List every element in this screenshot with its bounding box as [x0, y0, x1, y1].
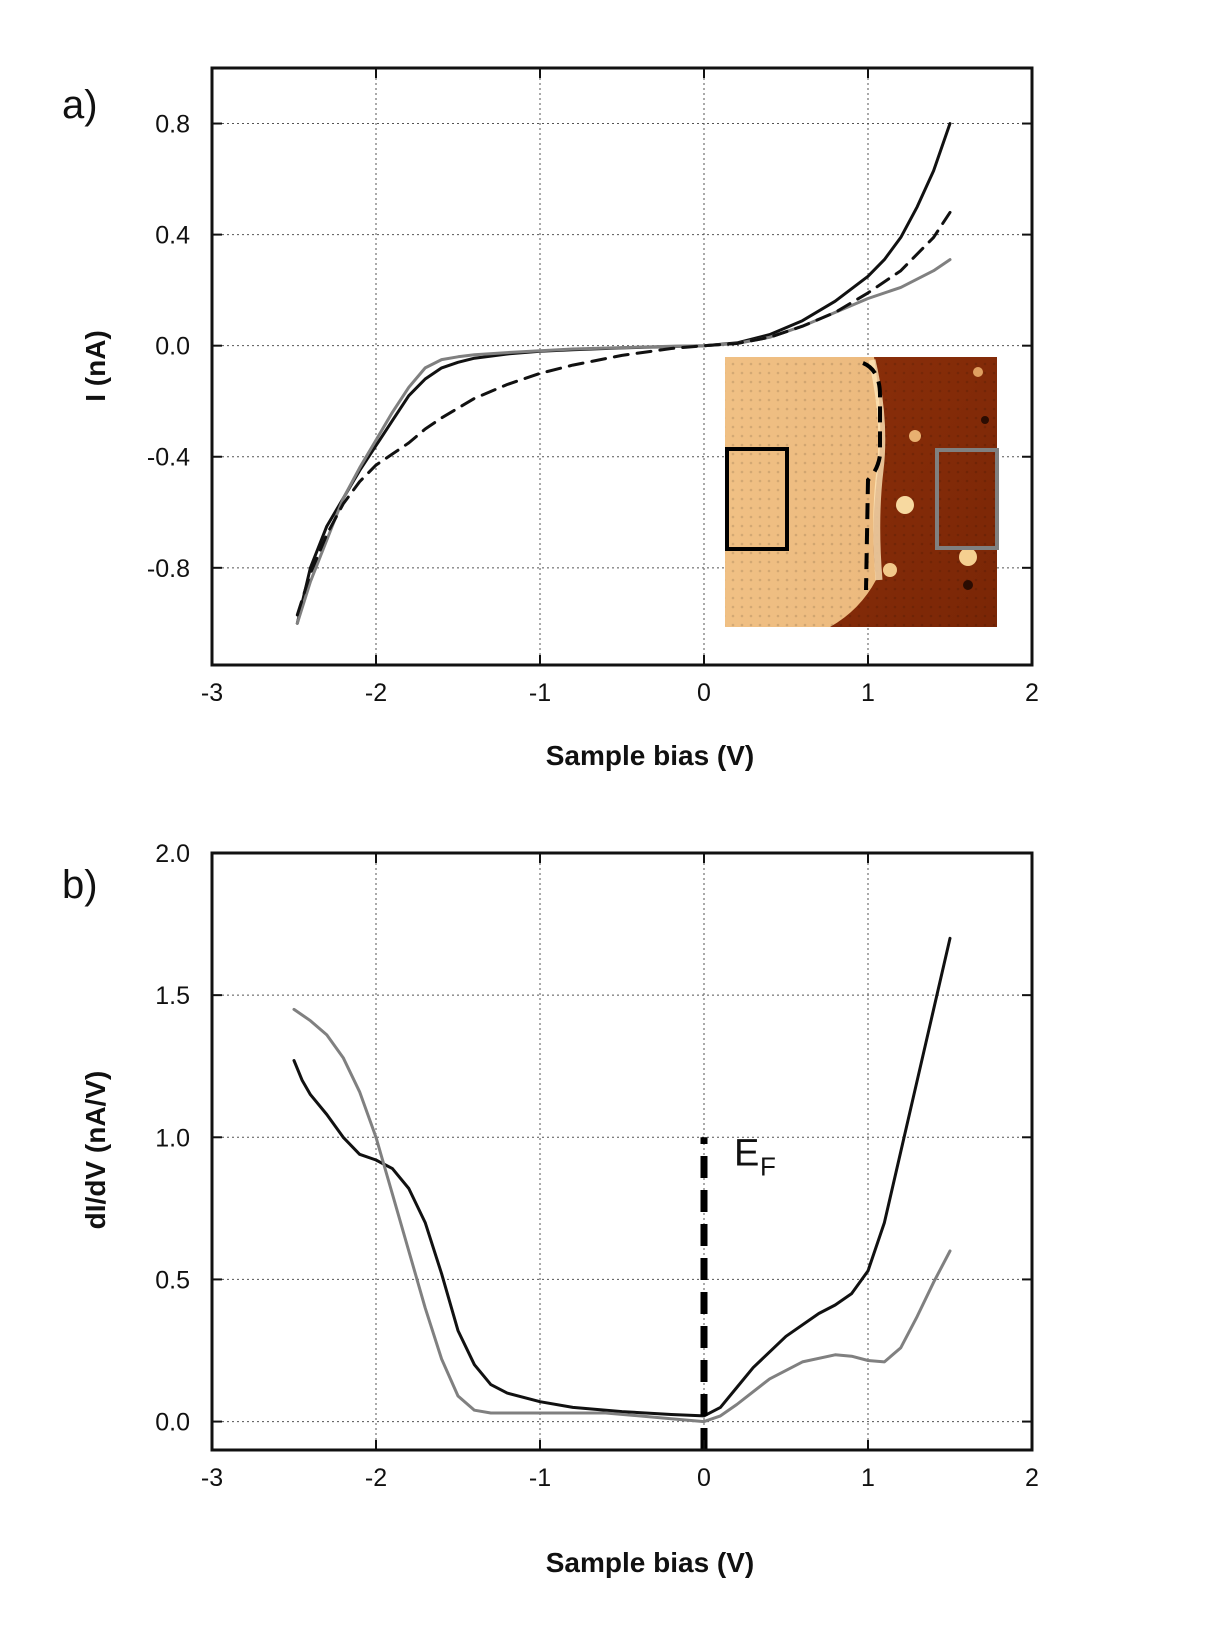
- series-line-b-1: [292, 936, 952, 1418]
- inset-atomic-texture: [725, 357, 997, 627]
- panel-a-letter: a): [62, 83, 98, 127]
- x-axis-title-b: Sample bias (V): [546, 1547, 755, 1578]
- y-tick-label: 0.8: [155, 111, 190, 139]
- x-tick-label: -3: [201, 679, 223, 707]
- inset-vacancy-1: [963, 580, 973, 590]
- y-tick-label: -0.8: [147, 555, 190, 583]
- ticks-a: -3 -2 -1 0 1 2 0.8 0.4 0.0 -0.4 -0.8: [147, 68, 1039, 707]
- y-tick-label: 2.0: [155, 840, 190, 868]
- x-tick-label: 0: [697, 1464, 711, 1492]
- y-tick-label: 1.5: [155, 982, 190, 1010]
- inset-adatom-4: [909, 430, 921, 442]
- y-axis-title-b: dI/dV (nA/V): [80, 1071, 111, 1230]
- x-axis-title-a: Sample bias (V): [546, 740, 755, 771]
- x-tick-label: 1: [861, 1464, 875, 1492]
- series-line-a-3: [295, 210, 952, 617]
- inset-vacancy-2: [981, 416, 989, 424]
- inset-black-region-box: [725, 447, 789, 551]
- x-tick-label: -1: [529, 1464, 551, 1492]
- x-tick-label: 0: [697, 679, 711, 707]
- x-tick-label: 2: [1025, 679, 1039, 707]
- panel-a: a) -3 -2 -1 0 1 2 0.8 0.4 0.0 -0.4 -0.8 Sample bia…: [62, 66, 1039, 771]
- inset-adatom-1: [896, 496, 914, 514]
- plot-frame-a: [210, 66, 1034, 667]
- plot-frame-b: [210, 851, 1034, 1452]
- inset-adatom-3: [883, 563, 897, 577]
- y-tick-label: 1.0: [155, 1124, 190, 1152]
- stm-inset-image: [725, 357, 999, 627]
- y-tick-label: 0.5: [155, 1266, 190, 1294]
- x-tick-label: -1: [529, 679, 551, 707]
- ticks-b: -3 -2 -1 0 1 2 2.0 1.5 1.0 0.5 0.0: [155, 840, 1039, 1492]
- fermi-level-label: E: [734, 1133, 759, 1175]
- panel-b-letter: b): [62, 863, 98, 907]
- inset-adatom-5: [973, 367, 983, 377]
- series-line-b-2: [292, 1007, 952, 1424]
- grid-b: [212, 853, 1032, 1450]
- fermi-level-subscript: F: [760, 1152, 776, 1182]
- inset-dashed-step-line: [862, 361, 882, 591]
- y-axis-title-a: I (nA): [80, 330, 111, 402]
- x-tick-label: 1: [861, 679, 875, 707]
- y-tick-label: 0.0: [155, 333, 190, 361]
- inset-gray-region-box: [935, 448, 999, 550]
- grid-a: [212, 68, 1032, 665]
- y-tick-label: 0.0: [155, 1409, 190, 1437]
- x-tick-label: -2: [365, 679, 387, 707]
- series-a: [295, 122, 952, 625]
- x-tick-label: -3: [201, 1464, 223, 1492]
- x-tick-label: 2: [1025, 1464, 1039, 1492]
- y-tick-label: 0.4: [155, 222, 190, 250]
- y-tick-label: -0.4: [147, 444, 190, 472]
- x-tick-label: -2: [365, 1464, 387, 1492]
- inset-adatom-2: [959, 548, 977, 566]
